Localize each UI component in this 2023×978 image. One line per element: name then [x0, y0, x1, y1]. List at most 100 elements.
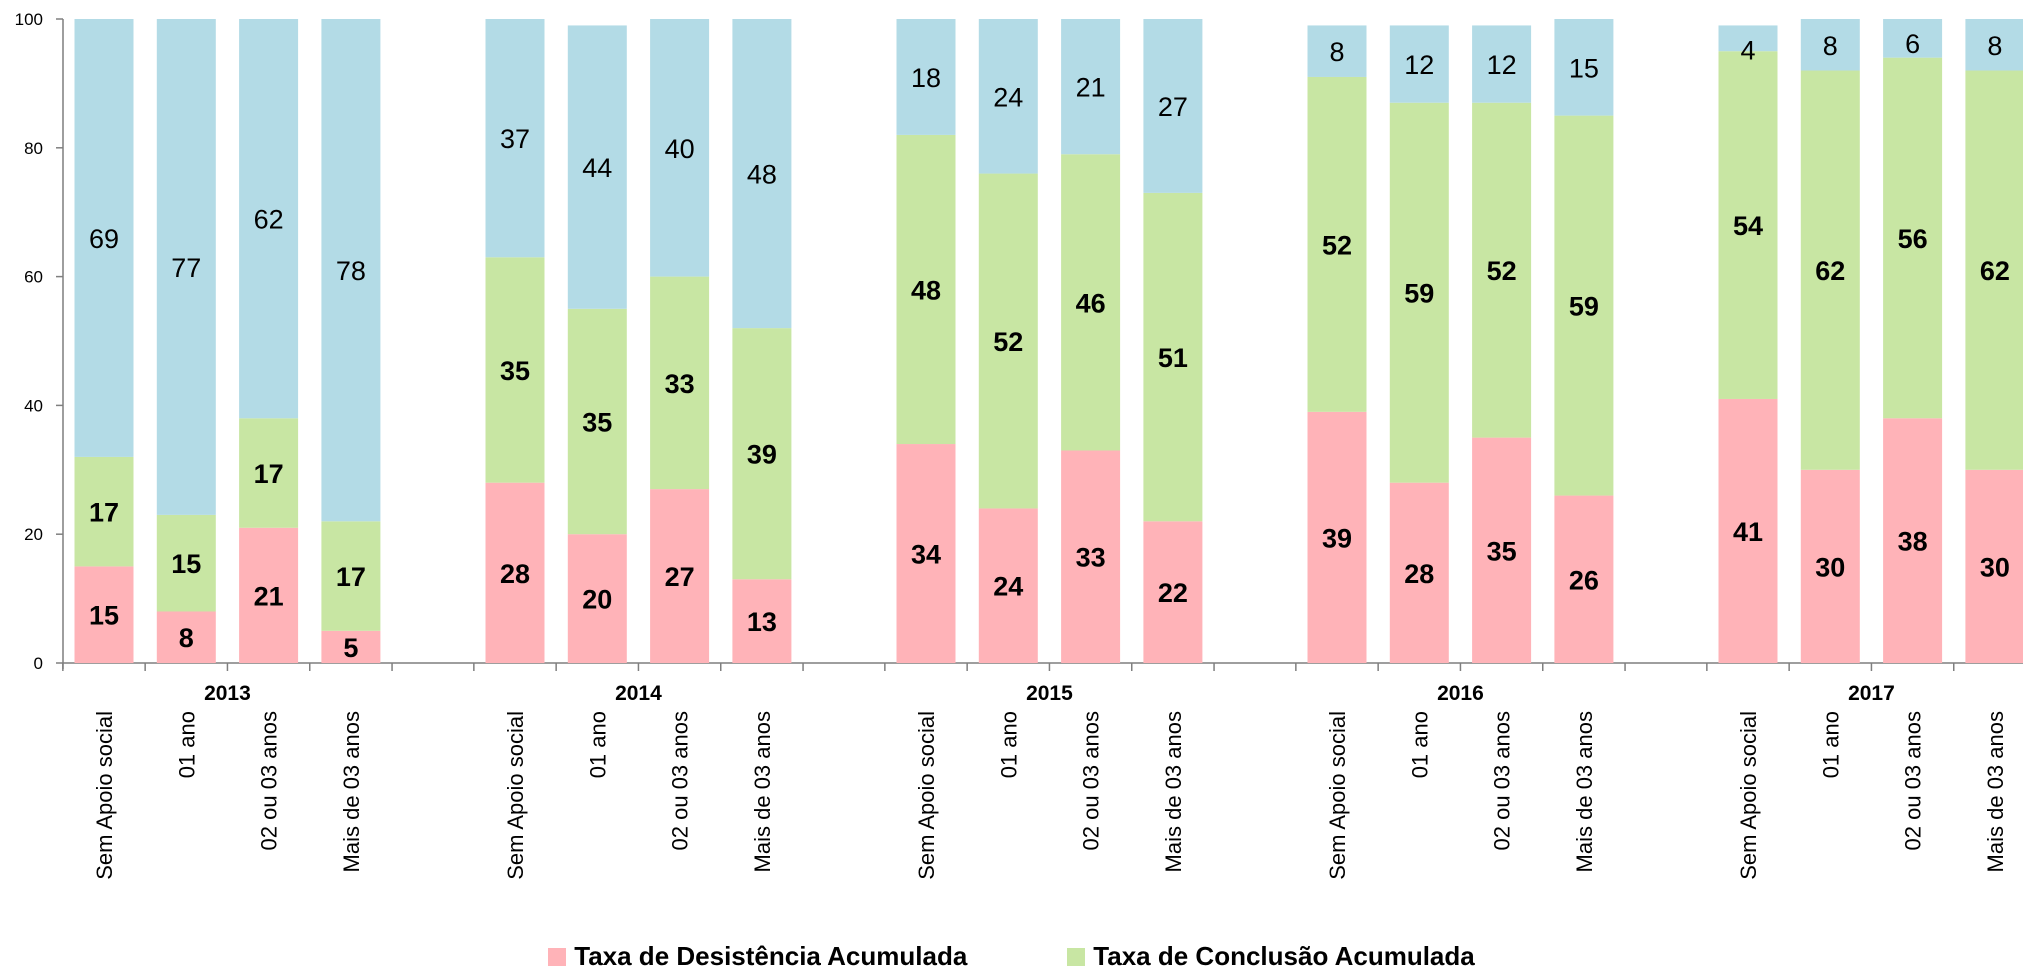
bar-segment: [1472, 25, 1532, 103]
bar-value-label: 52: [1322, 230, 1352, 260]
bar-segment: [156, 514, 216, 612]
bar-value-label: 8: [1329, 37, 1344, 67]
x-category-label: Sem Apoio social: [1325, 711, 1350, 880]
bar-segment: [321, 630, 381, 663]
bar-segment: [485, 257, 545, 483]
x-category-label: 01 ano: [585, 711, 610, 778]
bar-value-label: 39: [1322, 523, 1352, 553]
bar-value-label: 21: [1076, 73, 1106, 103]
bar-value-label: 13: [747, 607, 777, 637]
bar-value-label: 15: [1569, 53, 1599, 83]
x-category-label: Mais de 03 anos: [339, 711, 364, 872]
bar-segment: [1800, 19, 1860, 71]
bar-value-label: 21: [254, 581, 284, 611]
x-group-label: 2016: [1437, 682, 1484, 705]
bar-value-label: 35: [582, 408, 612, 438]
bar-segment: [74, 566, 134, 663]
bar-segment: [650, 276, 710, 490]
x-category-label: Mais de 03 anos: [1161, 711, 1186, 872]
bar-segment: [1965, 19, 2023, 71]
bar-segment: [650, 489, 710, 663]
bar-segment: [1800, 469, 1860, 663]
bar-segment: [896, 444, 956, 663]
bar-value-label: 30: [1980, 552, 2010, 582]
bar-value-label: 15: [171, 549, 201, 579]
bar-value-label: 20: [582, 585, 612, 615]
bar-segment: [896, 19, 956, 135]
bar-segment: [74, 19, 134, 457]
x-category-label: Sem Apoio social: [503, 711, 528, 880]
bar-value-label: 56: [1898, 224, 1928, 254]
bar-segment: [1061, 19, 1121, 155]
bar-value-label: 48: [911, 275, 941, 305]
bar-value-label: 39: [747, 440, 777, 470]
y-tick-label: 0: [34, 654, 43, 673]
bar-value-label: 17: [89, 498, 119, 528]
y-tick-label: 100: [15, 10, 43, 29]
bar-segment: [485, 19, 545, 258]
bar-segment: [732, 19, 792, 329]
x-category-label: 02 ou 03 anos: [668, 711, 693, 850]
bar-segment: [1143, 521, 1203, 663]
x-category-label: Mais de 03 anos: [1572, 711, 1597, 872]
bar-segment: [1307, 411, 1367, 663]
bar-segment: [239, 19, 299, 419]
bar-value-label: 24: [993, 82, 1023, 112]
bar-segment: [485, 482, 545, 663]
bar-value-label: 51: [1158, 343, 1188, 373]
x-group-label: 2015: [1026, 682, 1073, 705]
bar-segment: [1389, 25, 1449, 103]
x-category-label: Sem Apoio social: [1736, 711, 1761, 880]
bar-value-label: 54: [1733, 211, 1763, 241]
bar-segment: [1061, 450, 1121, 663]
x-category-label: 01 ano: [1407, 711, 1432, 778]
bar-segment: [732, 579, 792, 663]
bar-value-label: 35: [1487, 536, 1517, 566]
bar-segment: [1718, 51, 1778, 399]
bar-value-label: 22: [1158, 578, 1188, 608]
bar-segment: [321, 19, 381, 522]
legend-label-conclusao: Taxa de Conclusão Acumulada: [1093, 941, 1475, 971]
bar-segment: [1883, 57, 1943, 419]
bar-value-label: 26: [1569, 565, 1599, 595]
chart-legend: Taxa de Desistência Acumulada Taxa de Co…: [0, 940, 2023, 973]
x-category-label: 02 ou 03 anos: [257, 711, 282, 850]
legend-swatch-desistencia: [548, 947, 567, 966]
bar-segment: [1965, 469, 2023, 663]
bar-value-label: 12: [1404, 50, 1434, 80]
bar-value-label: 8: [1987, 31, 2002, 61]
bar-segment: [1554, 19, 1614, 116]
bar-segment: [1307, 76, 1367, 412]
bar-value-label: 62: [254, 205, 284, 235]
bar-value-label: 38: [1898, 527, 1928, 557]
bar-value-label: 62: [1815, 256, 1845, 286]
bar-value-label: 17: [254, 459, 284, 489]
bar-segment: [567, 534, 627, 663]
bar-value-label: 8: [179, 623, 194, 653]
bar-value-label: 69: [89, 224, 119, 254]
x-category-label: Sem Apoio social: [914, 711, 939, 880]
bar-segment: [567, 25, 627, 309]
bar-segment: [650, 19, 710, 277]
bar-value-label: 24: [993, 572, 1023, 602]
bar-value-label: 37: [500, 124, 530, 154]
x-category-label: 01 ano: [174, 711, 199, 778]
bar-value-label: 78: [336, 256, 366, 286]
bar-value-label: 27: [665, 562, 695, 592]
bar-segment: [1800, 70, 1860, 470]
bar-value-label: 41: [1733, 517, 1763, 547]
bar-value-label: 28: [1404, 559, 1434, 589]
bar-value-label: 28: [500, 559, 530, 589]
bar-segment: [1718, 398, 1778, 663]
legend-label-desistencia: Taxa de Desistência Acumulada: [574, 941, 968, 971]
bar-segment: [1389, 482, 1449, 663]
bar-value-label: 12: [1487, 50, 1517, 80]
x-category-label: 01 ano: [1818, 711, 1843, 778]
bar-segment: [1143, 19, 1203, 193]
x-category-label: 02 ou 03 anos: [1490, 711, 1515, 850]
bar-segment: [321, 521, 381, 631]
bar-segment: [156, 611, 216, 663]
x-category-label: Mais de 03 anos: [750, 711, 775, 872]
bar-value-label: 33: [1076, 543, 1106, 573]
bar-value-label: 35: [500, 356, 530, 386]
